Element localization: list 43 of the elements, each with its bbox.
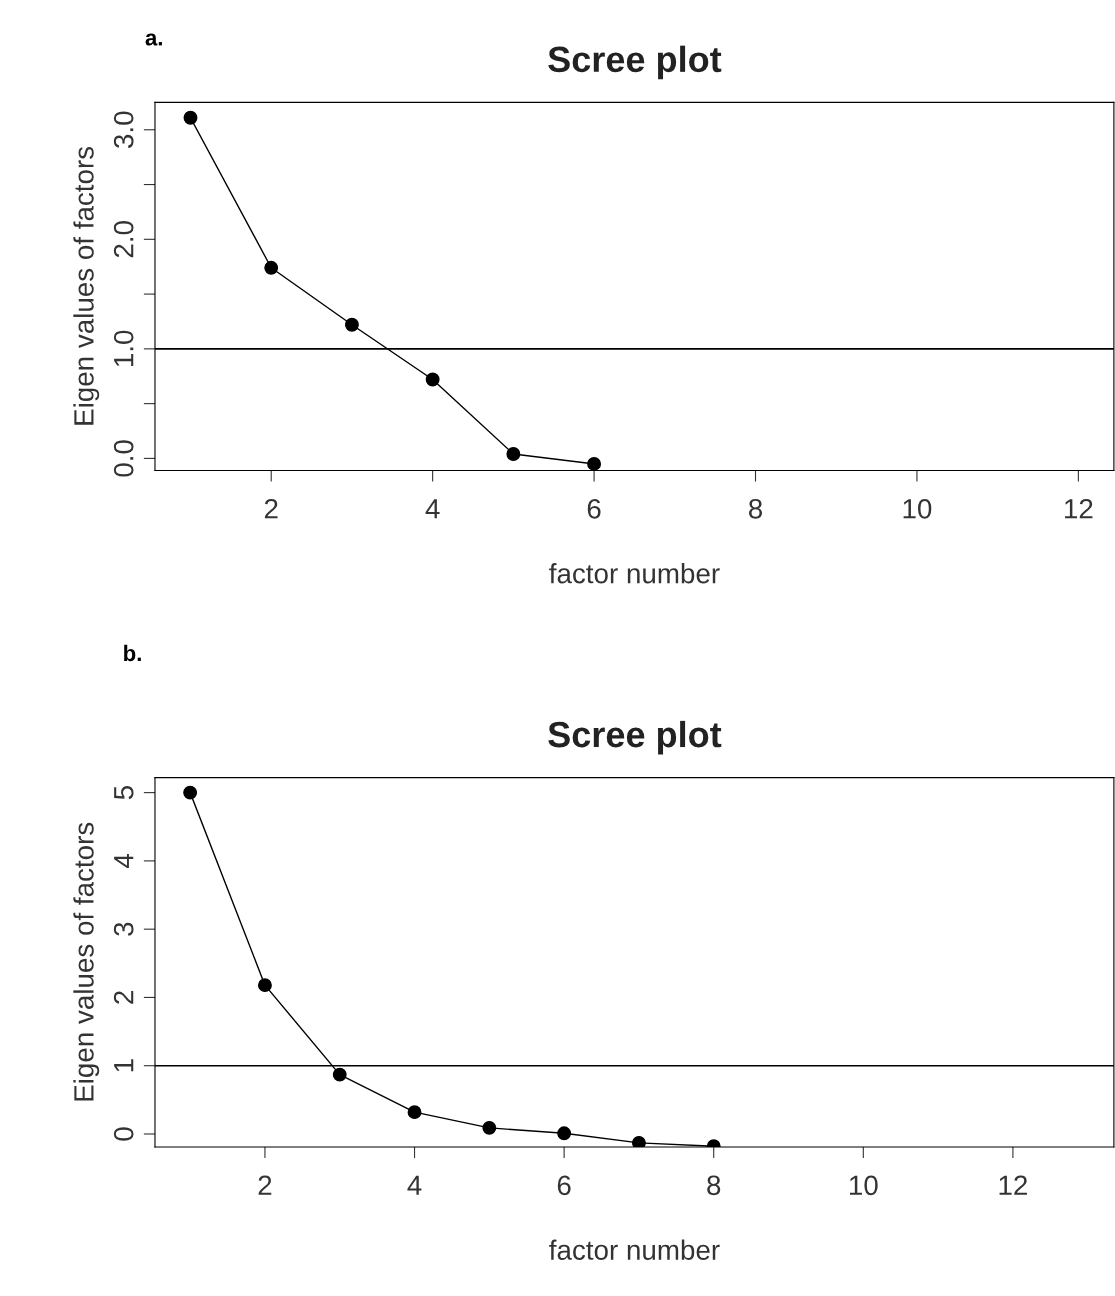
y-tick-label: 3 (113, 922, 134, 936)
x-tick-label: 10 (849, 1175, 878, 1196)
point (482, 1120, 497, 1135)
point (183, 785, 198, 800)
point (631, 1135, 646, 1147)
x-tick-label: 4 (425, 499, 440, 519)
point (557, 1126, 572, 1141)
x-tick-label: 2 (258, 1175, 272, 1195)
x-axis-title: factor number (549, 563, 720, 584)
x-tick-label: 12 (1065, 498, 1093, 519)
y-tick-label: 1 (114, 1059, 134, 1072)
point (407, 1105, 422, 1120)
point (425, 372, 440, 387)
point (183, 110, 198, 125)
x-tick-label: 10 (903, 498, 932, 519)
point (506, 447, 521, 461)
text: a. (145, 33, 162, 46)
point (332, 1067, 347, 1082)
y-tick-label: 2.0 (113, 221, 134, 258)
y-axis-title: Eigen values of factors (73, 822, 100, 1101)
x-tick-label: 6 (557, 1175, 571, 1196)
x-tick-label: 6 (587, 498, 601, 519)
y-tick-label: 5 (114, 786, 134, 800)
y-tick-label: 0 (113, 1127, 134, 1141)
x-tick-label: 8 (748, 498, 763, 519)
chart-title: Scree plot (548, 45, 722, 80)
y-tick-label: 2 (113, 991, 134, 1004)
y-tick-label: 3.0 (113, 111, 134, 149)
x-tick-label: 8 (707, 1175, 721, 1196)
x-tick-label: 4 (407, 1175, 422, 1195)
y-tick-label: 4 (114, 853, 134, 868)
y-tick-label: 1.0 (113, 330, 134, 367)
point (344, 317, 359, 332)
text: b. (124, 644, 141, 662)
x-tick-label: 2 (264, 498, 278, 519)
y-tick-label: 0.0 (113, 440, 134, 477)
y-axis-title: Eigen values of factors (73, 146, 100, 425)
x-tick-label: 12 (999, 1175, 1027, 1195)
point (257, 978, 272, 993)
point (587, 456, 602, 471)
x-axis-title: factor number (549, 1239, 720, 1260)
point (264, 260, 279, 275)
chart-title: Scree plot (548, 720, 722, 755)
